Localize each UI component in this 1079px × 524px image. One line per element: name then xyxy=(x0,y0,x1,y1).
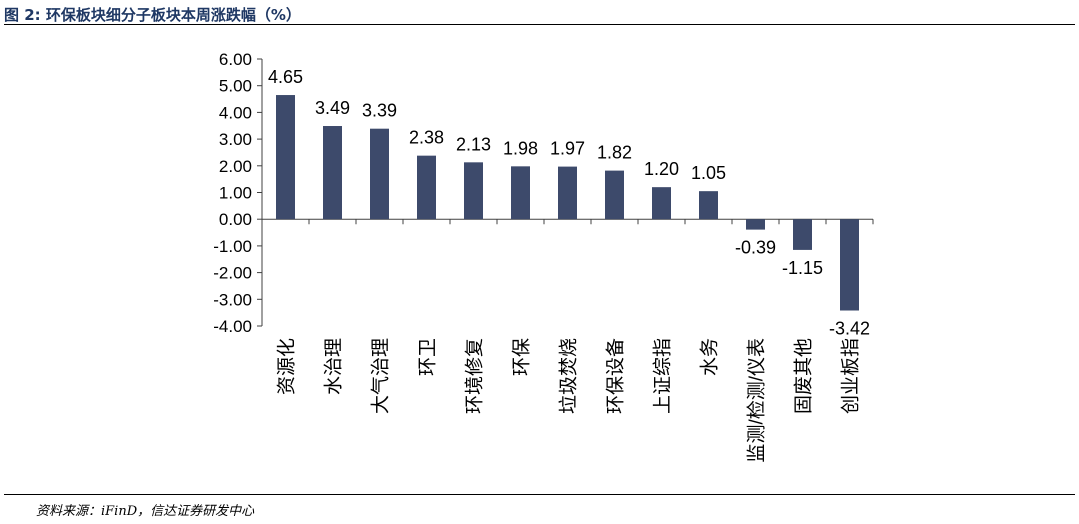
bar xyxy=(511,166,530,220)
data-label: -1.15 xyxy=(782,258,823,278)
category-label: 资源化 xyxy=(276,338,298,395)
y-tick-label: 2.00 xyxy=(219,157,252,176)
y-tick-label: 3.00 xyxy=(219,130,252,149)
data-label: 2.13 xyxy=(456,134,491,154)
data-label: 1.05 xyxy=(691,163,726,183)
data-label: -3.42 xyxy=(829,319,870,339)
category-label: 监测/检测/仪表 xyxy=(746,338,768,463)
data-label: -0.39 xyxy=(735,238,776,258)
bar xyxy=(276,95,295,220)
bar xyxy=(699,191,718,220)
y-tick-label: 6.00 xyxy=(219,50,252,69)
bar xyxy=(605,170,624,220)
figure-label: 图 2: xyxy=(4,6,41,24)
bar xyxy=(558,166,577,220)
data-label: 1.20 xyxy=(644,159,679,179)
figure-title-text: 环保板块细分子板块本周涨跌幅（%） xyxy=(45,6,301,24)
bar xyxy=(746,219,765,230)
data-label: 3.49 xyxy=(315,98,350,118)
category-label: 环保设备 xyxy=(605,338,627,414)
bar xyxy=(840,219,859,311)
category-label: 水治理 xyxy=(323,338,345,395)
category-label: 上证综指 xyxy=(652,338,674,414)
data-label: 1.98 xyxy=(503,138,538,158)
data-label: 1.97 xyxy=(550,139,585,159)
figure-title: 图 2: 环保板块细分子板块本周涨跌幅（%） xyxy=(4,4,301,25)
bar xyxy=(417,155,436,220)
bar xyxy=(793,219,812,250)
y-tick-label: -1.00 xyxy=(213,237,252,256)
bar xyxy=(370,128,389,220)
data-label: 4.65 xyxy=(268,67,303,87)
bar xyxy=(323,126,342,220)
y-tick-label: 4.00 xyxy=(219,103,252,122)
category-label: 环境修复 xyxy=(464,338,486,414)
data-label: 1.82 xyxy=(597,143,632,163)
y-tick-label: -4.00 xyxy=(213,317,252,336)
data-label: 3.39 xyxy=(362,101,397,121)
category-label: 大气治理 xyxy=(370,338,392,414)
data-label: 2.38 xyxy=(409,128,444,148)
category-label: 创业板指 xyxy=(840,338,862,414)
category-label: 环保 xyxy=(511,338,533,376)
bar xyxy=(464,162,483,220)
y-tick-label: -2.00 xyxy=(213,264,252,283)
category-label: 环卫 xyxy=(418,338,439,376)
bar xyxy=(652,187,671,220)
category-label: 垃圾焚烧 xyxy=(558,338,580,414)
y-tick-label: -3.00 xyxy=(213,290,252,309)
y-tick-label: 1.00 xyxy=(219,184,252,203)
source-note: 资料来源：iFinD，信达证券研发中心 xyxy=(36,504,255,519)
category-label: 水务 xyxy=(699,338,721,376)
source-rule xyxy=(4,494,1075,495)
title-rule xyxy=(4,24,1075,25)
y-tick-label: 0.00 xyxy=(219,210,252,229)
y-tick-label: 5.00 xyxy=(219,77,252,96)
category-label: 固废其他 xyxy=(793,338,815,414)
